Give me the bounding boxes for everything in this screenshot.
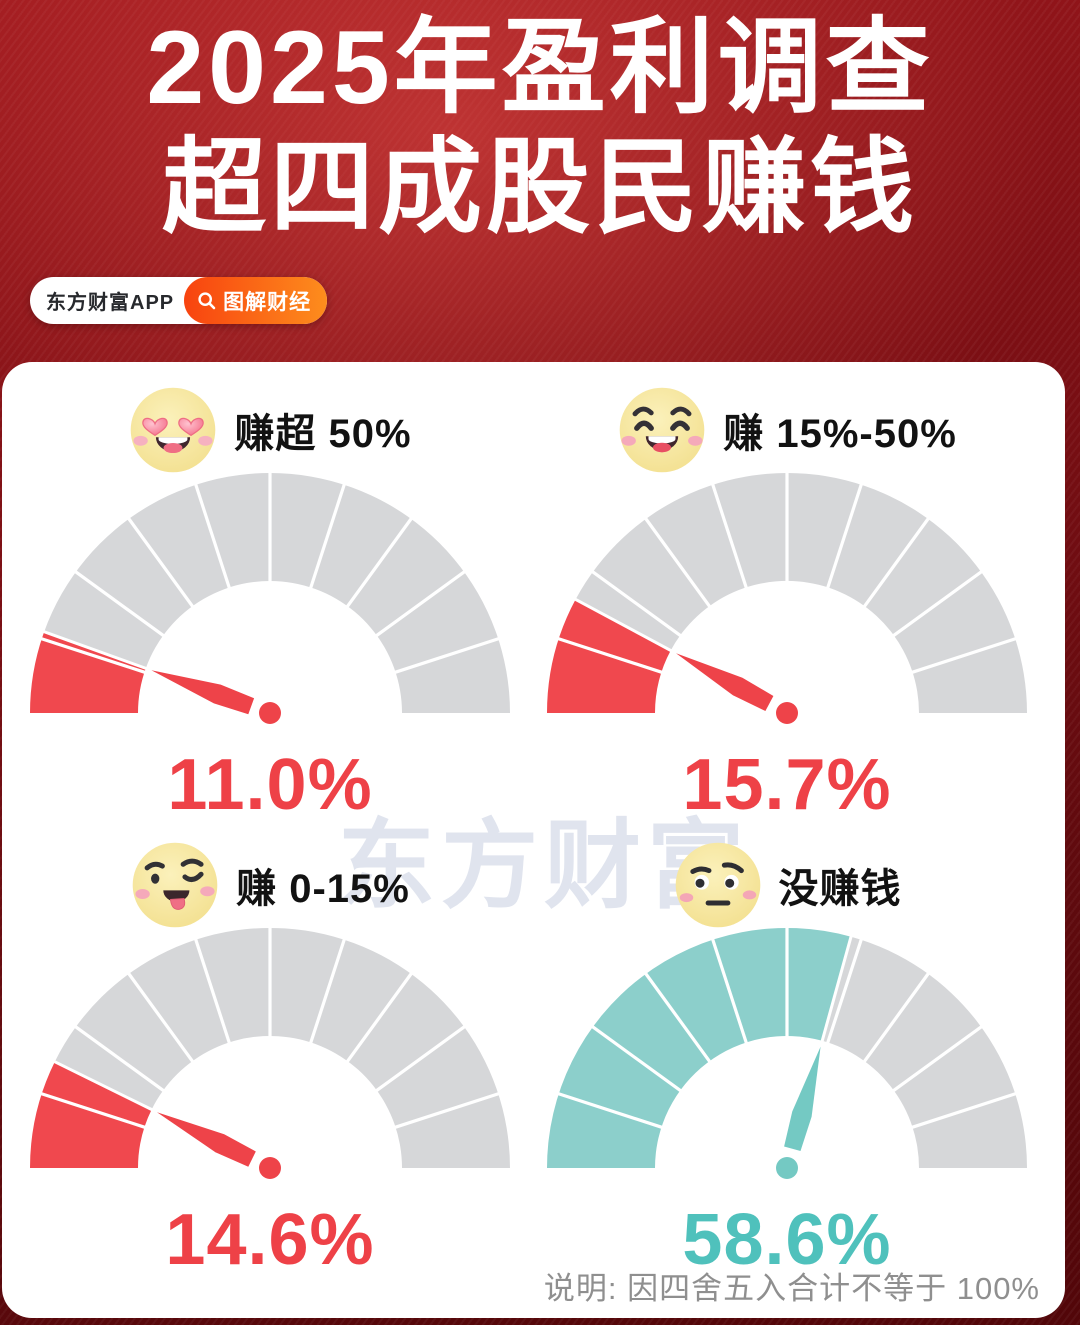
gauge-chart [527, 913, 1047, 1213]
heart-eyes-emoji-icon [128, 385, 218, 475]
watermark: 东方财富 [338, 811, 750, 920]
gauge-label: 没赚钱 [778, 867, 902, 911]
search-icon [198, 291, 216, 309]
gauge-earn-0-15: 赚 0-15% 14.6% [10, 817, 530, 1281]
gauge-value: 14.6% [165, 1200, 375, 1280]
footnote: 说明: 因四舍五入合计不等于 100% [543, 1271, 1040, 1306]
skeptical-emoji-icon [673, 840, 763, 930]
page-title-line2: 超四成股民赚钱 [161, 130, 918, 246]
gauge-earn-over-50: 赚超 50% 11.0% [10, 362, 530, 826]
header: 2025年盈利调查 超四成股民赚钱 东方财富APP 图解财经 [0, 0, 1080, 324]
gauge-value: 11.0% [167, 745, 373, 825]
gauge-header: 赚 15%-50% [527, 362, 1047, 476]
gauge-label: 赚 0-15% [236, 867, 410, 911]
content-card: 东方财富 赚超 50% 11.0% [2, 362, 1065, 1318]
smiling-emoji-icon [617, 385, 707, 475]
gauge-value: 58.6% [682, 1200, 892, 1280]
brand-pill: 东方财富APP 图解财经 [30, 277, 328, 324]
gauge-no-profit: 没赚钱 58.6% [527, 817, 1047, 1281]
gauge-header: 赚 0-15% [10, 817, 530, 931]
gauge-label: 赚 15%-50% [723, 412, 957, 456]
wink-tongue-emoji-icon [130, 840, 220, 930]
page-title: 2025年盈利调查 超四成股民赚钱 [0, 0, 1080, 248]
gauge-earn-15-50: 赚 15%-50% 15.7% [527, 362, 1047, 826]
gauge-chart [527, 458, 1047, 758]
gauge-value: 15.7% [682, 745, 892, 825]
topic-tag-label: 图解财经 [223, 290, 312, 314]
page-title-line1: 2025年盈利调查 [146, 10, 934, 126]
gauge-header: 赚超 50% [10, 362, 530, 476]
brand-app-label: 东方财富APP [46, 292, 175, 314]
gauge-label: 赚超 50% [234, 412, 412, 456]
gauge-chart [10, 458, 530, 758]
gauge-header: 没赚钱 [527, 817, 1047, 931]
topic-tag-button[interactable]: 图解财经 [184, 277, 328, 324]
gauge-chart [10, 913, 530, 1213]
